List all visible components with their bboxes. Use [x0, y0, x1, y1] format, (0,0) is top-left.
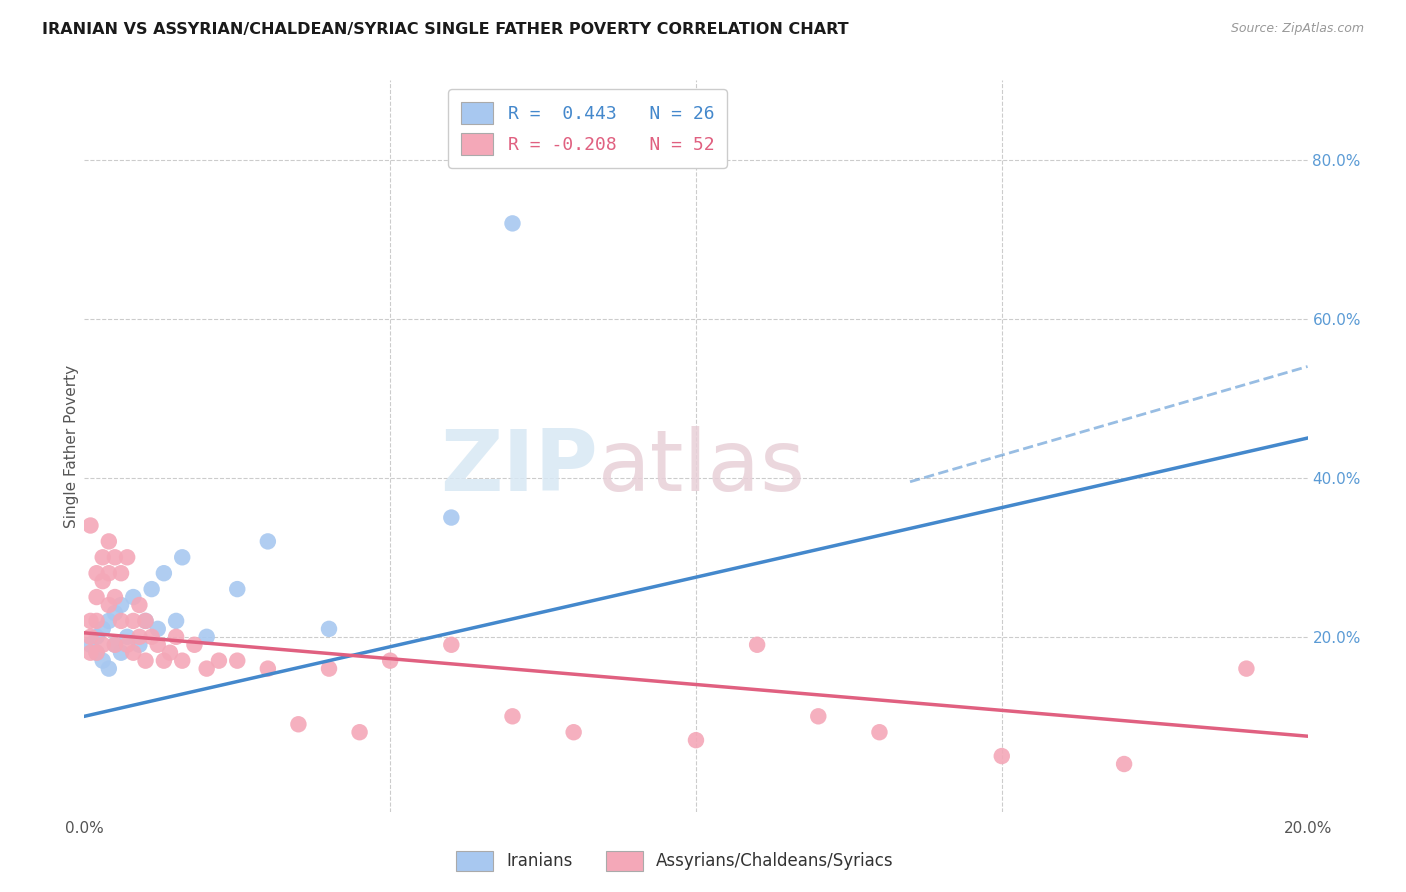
Point — [91, 574, 114, 589]
Point — [104, 606, 127, 620]
Point — [79, 614, 101, 628]
Point — [86, 614, 108, 628]
Point — [79, 638, 101, 652]
Point — [97, 534, 120, 549]
Point — [502, 709, 524, 723]
Point — [502, 216, 524, 230]
Point — [146, 638, 169, 652]
Point — [257, 662, 280, 676]
Point — [91, 654, 114, 668]
Point — [440, 510, 463, 524]
Point — [86, 630, 108, 644]
Point — [318, 622, 340, 636]
Point — [115, 638, 138, 652]
Point — [122, 646, 145, 660]
Point — [562, 725, 585, 739]
Point — [208, 654, 231, 668]
Point — [226, 582, 249, 596]
Point — [287, 717, 309, 731]
Point — [869, 725, 891, 739]
Legend: R =  0.443   N = 26, R = -0.208   N = 52: R = 0.443 N = 26, R = -0.208 N = 52 — [449, 89, 727, 168]
Point — [172, 654, 194, 668]
Text: ZIP: ZIP — [440, 426, 598, 509]
Point — [153, 566, 176, 581]
Point — [1236, 662, 1258, 676]
Point — [110, 614, 132, 628]
Text: atlas: atlas — [598, 426, 806, 509]
Point — [86, 646, 108, 660]
Point — [172, 550, 194, 565]
Point — [91, 622, 114, 636]
Point — [86, 566, 108, 581]
Point — [153, 654, 176, 668]
Point — [183, 638, 205, 652]
Point — [97, 662, 120, 676]
Point — [807, 709, 830, 723]
Point — [79, 630, 101, 644]
Point — [86, 590, 108, 604]
Point — [79, 646, 101, 660]
Point — [115, 550, 138, 565]
Point — [165, 630, 187, 644]
Point — [122, 590, 145, 604]
Point — [195, 662, 218, 676]
Point — [747, 638, 769, 652]
Point — [141, 630, 163, 644]
Point — [349, 725, 371, 739]
Point — [991, 749, 1014, 764]
Point — [104, 638, 127, 652]
Point — [128, 598, 150, 612]
Point — [318, 662, 340, 676]
Point — [440, 638, 463, 652]
Point — [97, 614, 120, 628]
Point — [122, 614, 145, 628]
Text: Source: ZipAtlas.com: Source: ZipAtlas.com — [1230, 22, 1364, 36]
Point — [110, 598, 132, 612]
Point — [110, 646, 132, 660]
Point — [110, 566, 132, 581]
Point — [135, 614, 157, 628]
Y-axis label: Single Father Poverty: Single Father Poverty — [63, 365, 79, 527]
Point — [104, 638, 127, 652]
Point — [97, 598, 120, 612]
Point — [165, 614, 187, 628]
Point — [1114, 757, 1136, 772]
Text: IRANIAN VS ASSYRIAN/CHALDEAN/SYRIAC SINGLE FATHER POVERTY CORRELATION CHART: IRANIAN VS ASSYRIAN/CHALDEAN/SYRIAC SING… — [42, 22, 849, 37]
Point — [159, 646, 181, 660]
Point — [135, 654, 157, 668]
Point — [195, 630, 218, 644]
Point — [97, 566, 120, 581]
Point — [91, 550, 114, 565]
Point — [685, 733, 707, 747]
Point — [91, 638, 114, 652]
Point — [257, 534, 280, 549]
Point — [104, 550, 127, 565]
Point — [128, 630, 150, 644]
Point — [146, 622, 169, 636]
Point — [380, 654, 402, 668]
Point — [141, 582, 163, 596]
Legend: Iranians, Assyrians/Chaldeans/Syriacs: Iranians, Assyrians/Chaldeans/Syriacs — [449, 842, 901, 880]
Point — [115, 630, 138, 644]
Point — [86, 646, 108, 660]
Point — [226, 654, 249, 668]
Point — [128, 638, 150, 652]
Point — [104, 590, 127, 604]
Point — [135, 614, 157, 628]
Point — [79, 518, 101, 533]
